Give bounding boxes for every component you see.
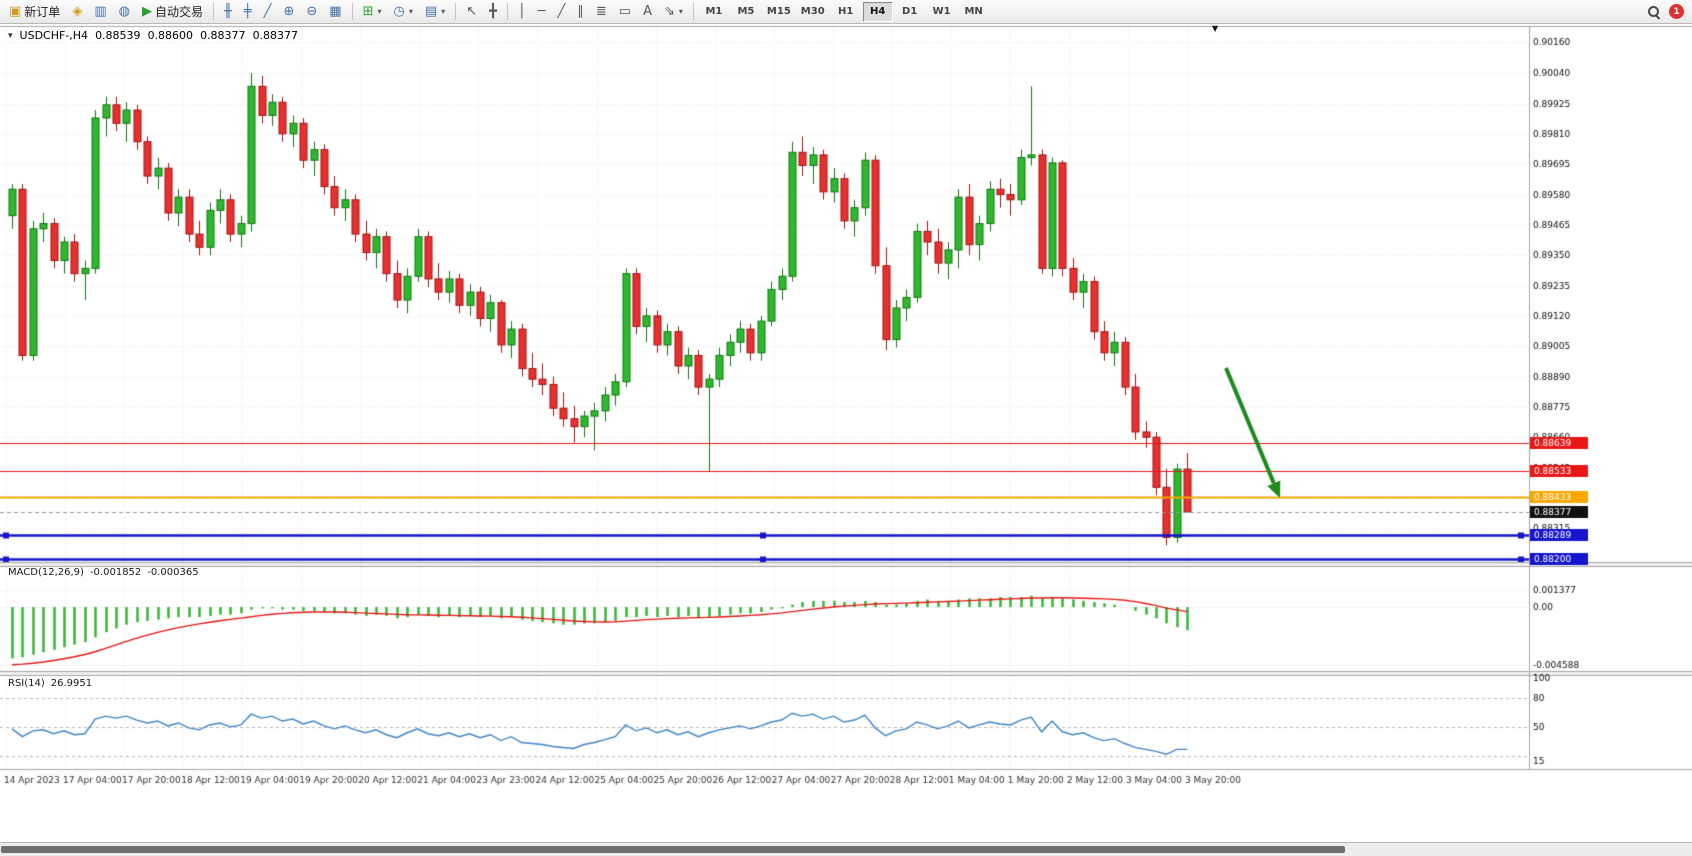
- metaeditor-icon: ◈: [72, 4, 83, 19]
- main-toolbar: ▣ 新订单 ◈ ▥ ◍ ▶ 自动交易 ╫ ╪ ╱ ⊕ ⊖ ▦ ⊞ ▾ ◷ ▾ ▤…: [0, 0, 1692, 24]
- rsi-indicator-label: RSI(14) 26.9951: [8, 678, 92, 689]
- symbol-dropdown-icon[interactable]: ▾: [8, 30, 13, 41]
- rsi-name: RSI(14): [8, 678, 45, 689]
- vertical-line-icon: │: [517, 4, 526, 19]
- chevron-down-icon: ▾: [441, 7, 446, 16]
- macd-main-value: -0.001852: [89, 567, 142, 578]
- horizontal-scrollbar[interactable]: [0, 842, 1692, 856]
- chevron-down-icon: ▾: [377, 7, 382, 16]
- crosshair-icon: ╋: [489, 4, 497, 19]
- toolbar-separator: [455, 3, 457, 20]
- chart-shift-marker-icon[interactable]: ▼: [1212, 24, 1219, 33]
- auto-trading-icon: ▶: [141, 4, 152, 19]
- new-order-button[interactable]: ▣ 新订单: [4, 1, 65, 23]
- tile-windows-button[interactable]: ▦: [324, 1, 346, 23]
- crosshair-tool-button[interactable]: ╋: [484, 1, 502, 23]
- cursor-tool-button[interactable]: ↖: [461, 1, 482, 23]
- rsi-value: 26.9951: [50, 678, 93, 689]
- macd-name: MACD(12,26,9): [8, 567, 84, 578]
- toolbar-separator: [351, 3, 353, 20]
- shapes-icon: ▭: [618, 4, 632, 19]
- timeframe-h1-button[interactable]: H1: [837, 6, 854, 17]
- candlestick-chart-icon: ╪: [243, 4, 252, 19]
- zoom-in-button[interactable]: ⊕: [278, 1, 299, 23]
- scrollbar-thumb[interactable]: [1, 846, 1345, 853]
- timeframe-h4-button[interactable]: H4: [862, 1, 893, 22]
- timeframe-m15-button[interactable]: M15: [766, 6, 791, 17]
- arrows-tool-icon: ⇘: [663, 4, 675, 19]
- chevron-down-icon: ▾: [408, 7, 413, 16]
- text-tool-button[interactable]: A: [638, 1, 657, 23]
- cursor-icon: ↖: [466, 4, 478, 19]
- bar-close-value: 0.88377: [252, 29, 299, 42]
- shapes-tool-button[interactable]: ▭: [614, 1, 636, 23]
- charts-button[interactable]: ▥: [89, 1, 111, 23]
- fibonacci-tool-button[interactable]: ≣: [591, 1, 612, 23]
- macd-signal-value: -0.000365: [147, 567, 199, 578]
- timeframe-mn-button[interactable]: MN: [964, 6, 983, 17]
- horizontal-line-icon: ─: [537, 4, 546, 19]
- new-order-icon: ▣: [9, 4, 22, 19]
- text-tool-icon: A: [643, 4, 652, 19]
- notification-badge[interactable]: 1: [1669, 4, 1684, 19]
- symbol-period-label: USDCHF-,H4: [19, 29, 89, 42]
- line-chart-button[interactable]: ╱: [259, 1, 277, 23]
- toolbar-separator: [212, 3, 214, 20]
- templates-icon: ▤: [424, 4, 438, 19]
- templates-button[interactable]: ▤ ▾: [420, 1, 450, 23]
- timeframe-m5-button[interactable]: M5: [737, 6, 755, 17]
- toolbar-separator: [506, 3, 508, 20]
- auto-trading-label: 自动交易: [154, 5, 203, 19]
- bar-open-value: 0.88539: [95, 29, 141, 42]
- chart-ohlc-header: ▾ USDCHF-,H4 0.88539 0.88600 0.88377 0.8…: [8, 29, 298, 42]
- indicators-icon: ⊞: [362, 4, 374, 19]
- bar-low-value: 0.88377: [200, 29, 246, 42]
- trendline-tool-button[interactable]: ╱: [553, 1, 571, 23]
- arrows-tool-button[interactable]: ⇘ ▾: [659, 1, 688, 23]
- bar-chart-button[interactable]: ╫: [219, 1, 237, 23]
- macd-indicator-label: MACD(12,26,9) -0.001852 -0.000365: [8, 567, 199, 578]
- new-order-label: 新订单: [24, 5, 61, 19]
- charts-icon: ▥: [94, 4, 107, 19]
- metaeditor-button[interactable]: ◈: [67, 1, 87, 23]
- fibonacci-icon: ≣: [595, 4, 607, 19]
- vertical-line-tool-button[interactable]: │: [513, 1, 531, 23]
- timeframe-m30-button[interactable]: M30: [800, 6, 825, 17]
- channel-tool-button[interactable]: ∥: [572, 1, 589, 23]
- timeframe-d1-button[interactable]: D1: [902, 6, 918, 17]
- market-watch-button[interactable]: ◍: [114, 1, 135, 23]
- bar-chart-icon: ╫: [223, 4, 232, 19]
- toolbar-separator: [692, 3, 694, 20]
- timeframe-m1-button[interactable]: M1: [705, 6, 723, 17]
- chevron-down-icon: ▾: [678, 7, 683, 16]
- zoom-out-button[interactable]: ⊖: [301, 1, 322, 23]
- channel-icon: ∥: [577, 4, 584, 19]
- line-chart-icon: ╱: [263, 4, 272, 19]
- periods-icon: ◷: [393, 4, 405, 19]
- bar-high-value: 0.88600: [147, 29, 194, 42]
- trendline-icon: ╱: [557, 4, 566, 19]
- zoom-out-icon: ⊖: [306, 4, 318, 19]
- market-watch-icon: ◍: [118, 4, 130, 19]
- indicators-button[interactable]: ⊞ ▾: [358, 1, 387, 23]
- timeframe-w1-button[interactable]: W1: [932, 6, 951, 17]
- search-icon[interactable]: [1647, 5, 1661, 19]
- candlestick-chart-button[interactable]: ╪: [239, 1, 257, 23]
- zoom-in-icon: ⊕: [283, 4, 295, 19]
- tile-windows-icon: ▦: [329, 4, 342, 19]
- periods-button[interactable]: ◷ ▾: [388, 1, 417, 23]
- horizontal-line-tool-button[interactable]: ─: [533, 1, 551, 23]
- auto-trading-button[interactable]: ▶ 自动交易: [137, 1, 208, 23]
